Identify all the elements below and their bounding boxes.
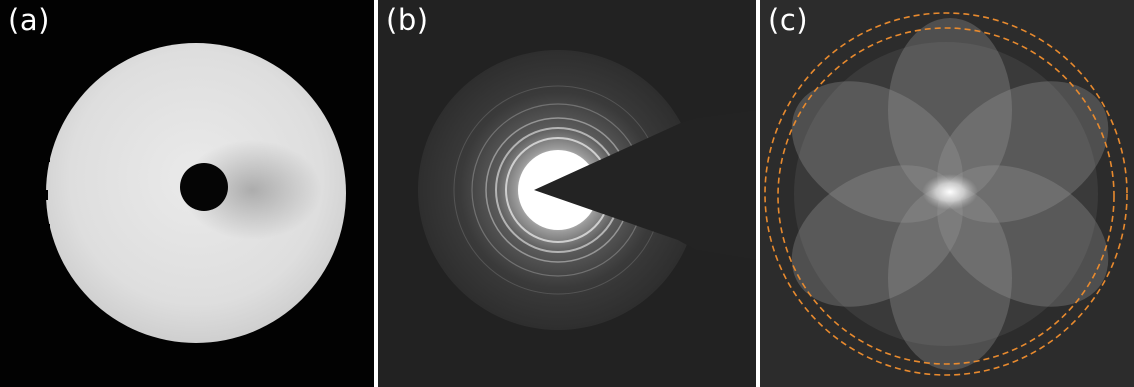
panel-c: (c) bbox=[760, 0, 1134, 387]
circular-mask-image-icon bbox=[0, 0, 374, 387]
panel-label-a: (a) bbox=[8, 3, 50, 37]
panel-b: (b) bbox=[378, 0, 756, 387]
panel-label-b: (b) bbox=[386, 3, 429, 37]
petal-pattern-image-icon bbox=[760, 0, 1134, 387]
diffraction-rings-image-icon bbox=[378, 0, 756, 387]
panel-label-c: (c) bbox=[768, 3, 809, 37]
panel-a: (a) bbox=[0, 0, 374, 387]
